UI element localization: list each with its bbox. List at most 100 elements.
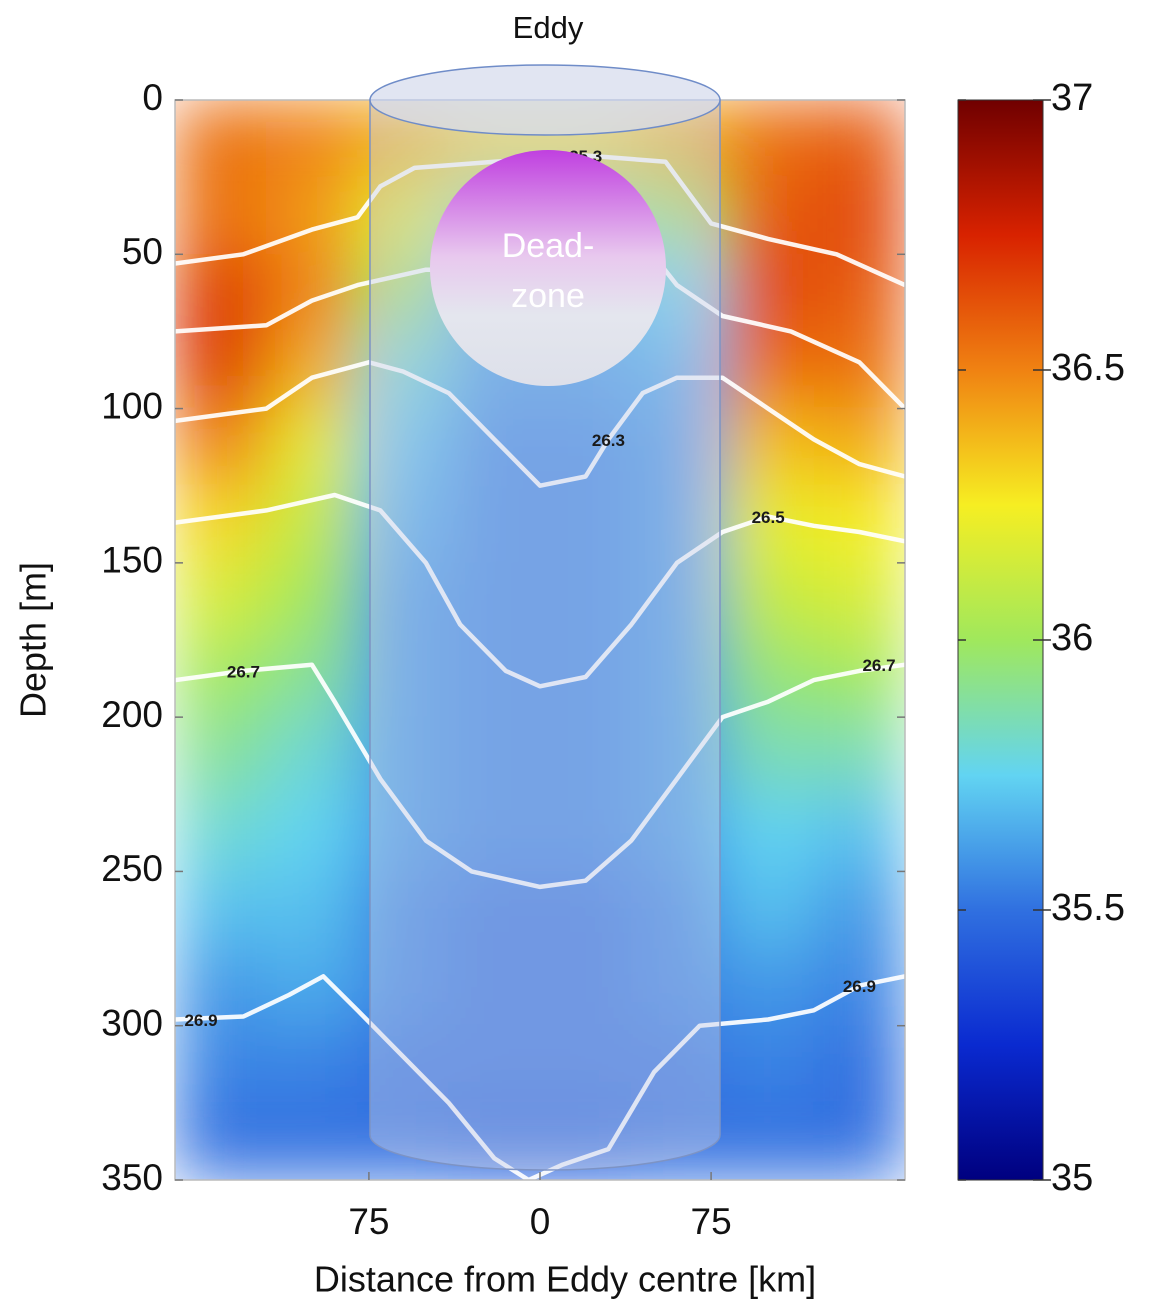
colorbar-tick-label: 36: [1051, 617, 1093, 659]
heat-cell: [539, 485, 632, 564]
heat-cell: [813, 562, 905, 641]
heat-cell: [722, 408, 815, 487]
heat-cell: [175, 253, 267, 332]
heat-cell: [448, 485, 541, 564]
annotation: Dead-: [502, 227, 595, 265]
heat-cell: [265, 100, 358, 178]
x-tick-label: 0: [530, 1201, 551, 1242]
heat-cell: [265, 639, 358, 718]
heat-cell: [175, 330, 267, 410]
contour-line: [175, 974, 905, 1180]
heat-cell: [265, 408, 358, 487]
colorbar-tick-label: 36.5: [1051, 347, 1125, 389]
eddy-cylinder: [369, 64, 721, 1171]
heat-cell: [357, 485, 450, 564]
cylinder-body: [369, 99, 721, 1171]
heat-cell: [175, 485, 267, 564]
contour-line: [175, 492, 905, 689]
heat-cell: [265, 716, 358, 795]
heat-cell: [175, 1102, 267, 1180]
heat-cell: [539, 1025, 632, 1104]
heat-cell: [722, 330, 815, 410]
heat-cell: [357, 716, 450, 795]
heat-cell: [357, 639, 450, 718]
heat-cell: [357, 408, 450, 487]
y-tick-label: 250: [101, 848, 163, 889]
heat-cell: [813, 100, 905, 178]
heatmap: [175, 100, 905, 1180]
heat-cell: [722, 100, 815, 178]
heat-cell: [722, 1102, 815, 1180]
heat-cell: [265, 870, 358, 950]
heat-cell: [175, 176, 267, 255]
axes: 0 50 100 150 200 250 300 350 75 0 75: [101, 77, 905, 1242]
heat-cell: [448, 1102, 541, 1180]
colorbar-axis: 35 35.5 36 36.5 37: [958, 77, 1125, 1199]
heat-cell: [630, 485, 723, 564]
heat-cell: [722, 639, 815, 718]
heat-cell: [265, 793, 358, 872]
heat-cell: [539, 793, 632, 872]
heat-cell: [265, 948, 358, 1027]
heat-cell: [175, 793, 267, 872]
heat-cell: [630, 330, 723, 410]
contour-line: [175, 360, 905, 488]
dead-zone: [430, 150, 666, 386]
y-tick-label: 350: [101, 1157, 163, 1198]
heat-cell: [813, 793, 905, 872]
heat-cell: [175, 870, 267, 950]
heat-cell: [448, 716, 541, 795]
colorbar-tick-label: 35.5: [1051, 887, 1125, 929]
heat-cell: [175, 100, 267, 178]
y-tick-label: 150: [101, 540, 163, 581]
contour-line: [175, 153, 905, 288]
plot-area: [175, 100, 905, 1180]
heat-cell: [813, 1025, 905, 1104]
colorbar: [957, 99, 1044, 1181]
y-tick-label: 200: [101, 694, 163, 735]
heat-cell: [813, 1102, 905, 1180]
heat-cell: [630, 870, 723, 950]
heat-cell: [175, 716, 267, 795]
heat-cell: [175, 1025, 267, 1104]
heat-cell: [448, 1025, 541, 1104]
contour-label: 26.9: [843, 977, 876, 996]
cylinder-top: [369, 64, 721, 136]
y-tick-label: 300: [101, 1002, 163, 1043]
heat-cell: [722, 1025, 815, 1104]
x-axis-title: Distance from Eddy centre [km]: [314, 1259, 816, 1300]
heat-cell: [813, 870, 905, 950]
heat-cell: [448, 948, 541, 1027]
contour-label: 26.7: [227, 662, 260, 681]
y-tick-label: 50: [122, 231, 163, 272]
y-tick-label: 0: [142, 77, 163, 118]
heat-cell: [539, 716, 632, 795]
heat-cell: [813, 716, 905, 795]
contour-label: 26.5: [752, 508, 785, 527]
colorbar-tick-label: 35: [1051, 1157, 1093, 1199]
heat-cell: [357, 948, 450, 1027]
heat-cell: [630, 948, 723, 1027]
y-tick-label: 100: [101, 385, 163, 426]
heat-cell: [813, 176, 905, 255]
heat-cell: [722, 793, 815, 872]
contour-label: 26.3: [592, 431, 625, 450]
y-axis-title: Depth [m]: [13, 562, 54, 718]
heat-cell: [813, 485, 905, 564]
heat-cell: [265, 1102, 358, 1180]
heat-cell: [722, 870, 815, 950]
heat-cell: [265, 1025, 358, 1104]
heat-cell: [722, 562, 815, 641]
heat-cell: [630, 408, 723, 487]
heat-cell: [630, 793, 723, 872]
annotation: zone: [511, 277, 585, 315]
contour-line: [175, 662, 905, 890]
heat-cell: [448, 793, 541, 872]
heat-cell: [175, 562, 267, 641]
heat-cell: [539, 562, 632, 641]
heat-cell: [630, 1102, 723, 1180]
heat-cell: [357, 870, 450, 950]
heat-cell: [539, 948, 632, 1027]
